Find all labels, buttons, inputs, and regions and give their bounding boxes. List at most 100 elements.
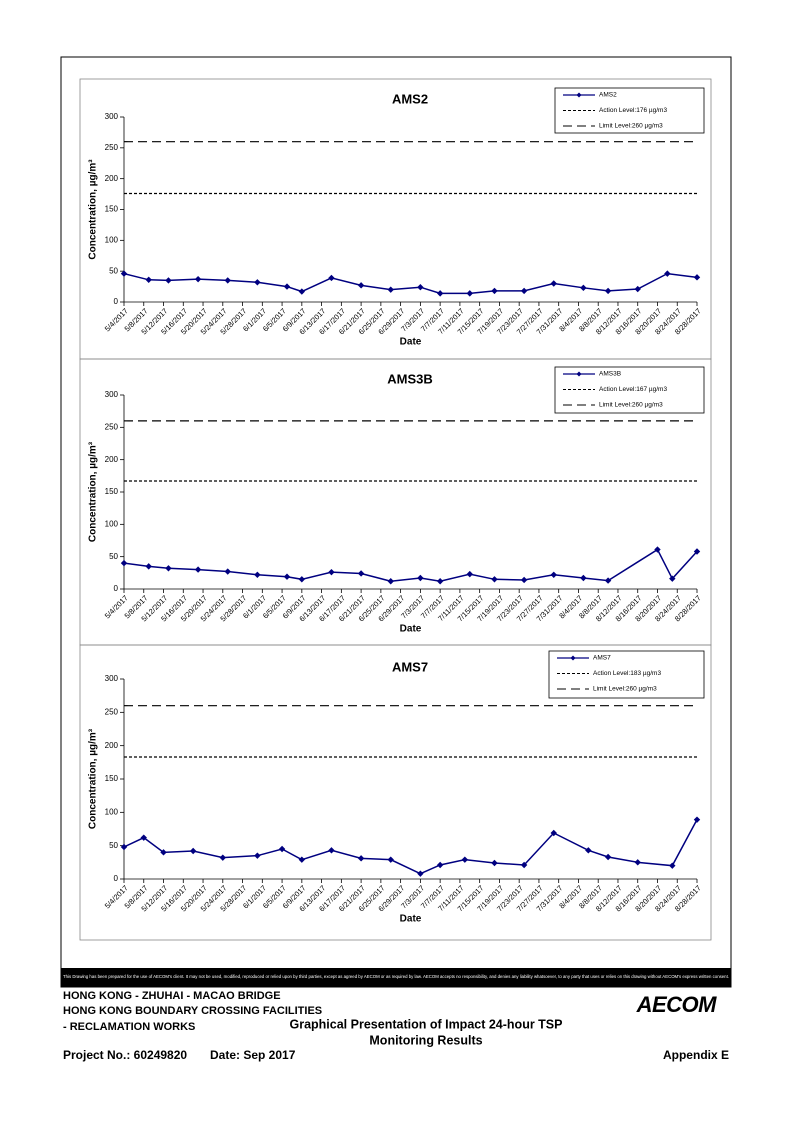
point bbox=[189, 847, 197, 855]
point bbox=[580, 284, 587, 292]
point bbox=[278, 845, 286, 853]
y-tick-label: 50 bbox=[109, 841, 118, 850]
y-tick-label: 250 bbox=[105, 143, 119, 152]
point bbox=[298, 288, 306, 295]
y-tick-label: 300 bbox=[105, 112, 119, 121]
point bbox=[219, 854, 226, 861]
point bbox=[120, 843, 128, 851]
point bbox=[604, 577, 612, 584]
point bbox=[357, 282, 365, 289]
project-line: - RECLAMATION WORKS bbox=[63, 1021, 195, 1033]
point bbox=[254, 571, 261, 578]
point bbox=[328, 847, 335, 854]
point bbox=[693, 548, 701, 555]
y-tick-label: 100 bbox=[105, 235, 119, 244]
doc-title: Monitoring Results bbox=[369, 1033, 482, 1047]
point bbox=[634, 859, 641, 866]
point bbox=[604, 287, 612, 295]
point bbox=[550, 829, 557, 837]
x-axis-label: Date bbox=[400, 624, 422, 635]
y-tick-label: 50 bbox=[109, 552, 118, 561]
y-tick-label: 50 bbox=[109, 266, 118, 275]
series-line bbox=[123, 272, 698, 295]
y-tick-label: 200 bbox=[105, 174, 119, 183]
point bbox=[145, 563, 152, 570]
legend-label: Action Level:183 µg/m3 bbox=[593, 670, 661, 677]
point bbox=[417, 574, 424, 582]
y-tick-label: 250 bbox=[105, 707, 119, 716]
legend-marker bbox=[576, 371, 582, 377]
point bbox=[387, 578, 394, 585]
disclaimer: This Drawing has been prepared for the u… bbox=[63, 974, 729, 979]
point bbox=[328, 568, 335, 576]
chart-title: AMS3B bbox=[387, 371, 433, 386]
point bbox=[120, 270, 128, 277]
point bbox=[160, 849, 167, 856]
x-axis-label: Date bbox=[400, 914, 422, 925]
y-tick-label: 0 bbox=[114, 584, 119, 593]
y-axis-label: Concentration, µg/m³ bbox=[88, 728, 99, 829]
point bbox=[254, 279, 261, 286]
chart-title: AMS2 bbox=[392, 91, 428, 106]
point bbox=[357, 570, 365, 577]
point bbox=[604, 853, 612, 861]
point bbox=[693, 274, 701, 281]
logo: AECOM bbox=[636, 992, 718, 1017]
legend-label: Limit Level:260 µg/m3 bbox=[599, 402, 663, 409]
point bbox=[417, 870, 424, 877]
legend-label: Limit Level:260 µg/m3 bbox=[593, 686, 657, 693]
legend-box bbox=[548, 650, 705, 699]
legend-label: AMS3B bbox=[599, 371, 621, 378]
legend-label: Action Level:167 µg/m3 bbox=[599, 386, 667, 393]
y-tick-label: 300 bbox=[105, 390, 119, 399]
appendix: Appendix E bbox=[663, 1048, 729, 1062]
point bbox=[436, 578, 444, 585]
legend-label: Limit Level:260 µg/m3 bbox=[599, 123, 663, 130]
point bbox=[520, 576, 528, 584]
point bbox=[298, 576, 306, 583]
y-tick-label: 250 bbox=[105, 422, 119, 431]
point bbox=[387, 856, 394, 863]
point bbox=[664, 270, 671, 277]
point bbox=[693, 816, 701, 823]
project-line: HONG KONG - ZHUHAI - MACAO BRIDGE bbox=[63, 990, 281, 1002]
y-tick-label: 0 bbox=[114, 297, 119, 306]
point bbox=[520, 287, 528, 295]
series-line bbox=[123, 548, 698, 583]
point bbox=[417, 284, 424, 291]
legend-label: Action Level:176 µg/m3 bbox=[599, 107, 667, 114]
point bbox=[461, 856, 469, 863]
point bbox=[669, 575, 676, 582]
point bbox=[194, 566, 202, 573]
point bbox=[491, 287, 498, 295]
point bbox=[491, 859, 498, 867]
legend-marker bbox=[570, 655, 576, 661]
point bbox=[634, 285, 641, 293]
point bbox=[466, 290, 473, 297]
point bbox=[145, 276, 152, 283]
legend-label: AMS2 bbox=[599, 92, 617, 99]
outer-frame bbox=[60, 56, 732, 988]
disclaimer-bar bbox=[61, 968, 731, 987]
project-no: Project No.: 60249820 bbox=[63, 1048, 187, 1062]
y-tick-label: 200 bbox=[105, 741, 119, 750]
y-tick-label: 150 bbox=[105, 774, 119, 783]
project-line: HONG KONG BOUNDARY CROSSING FACILITIES bbox=[63, 1005, 322, 1017]
point bbox=[140, 834, 147, 841]
point bbox=[491, 576, 498, 583]
point bbox=[194, 275, 202, 283]
date: Date: Sep 2017 bbox=[210, 1048, 296, 1062]
point bbox=[165, 565, 172, 572]
y-tick-label: 150 bbox=[105, 205, 119, 214]
point bbox=[654, 546, 661, 553]
y-tick-label: 100 bbox=[105, 519, 119, 528]
doc-title: Graphical Presentation of Impact 24-hour… bbox=[290, 1017, 563, 1031]
point bbox=[550, 571, 557, 578]
y-axis-label: Concentration, µg/m³ bbox=[88, 441, 99, 542]
point bbox=[585, 847, 592, 854]
point bbox=[387, 286, 394, 293]
y-tick-label: 0 bbox=[114, 874, 119, 883]
point bbox=[298, 856, 306, 863]
